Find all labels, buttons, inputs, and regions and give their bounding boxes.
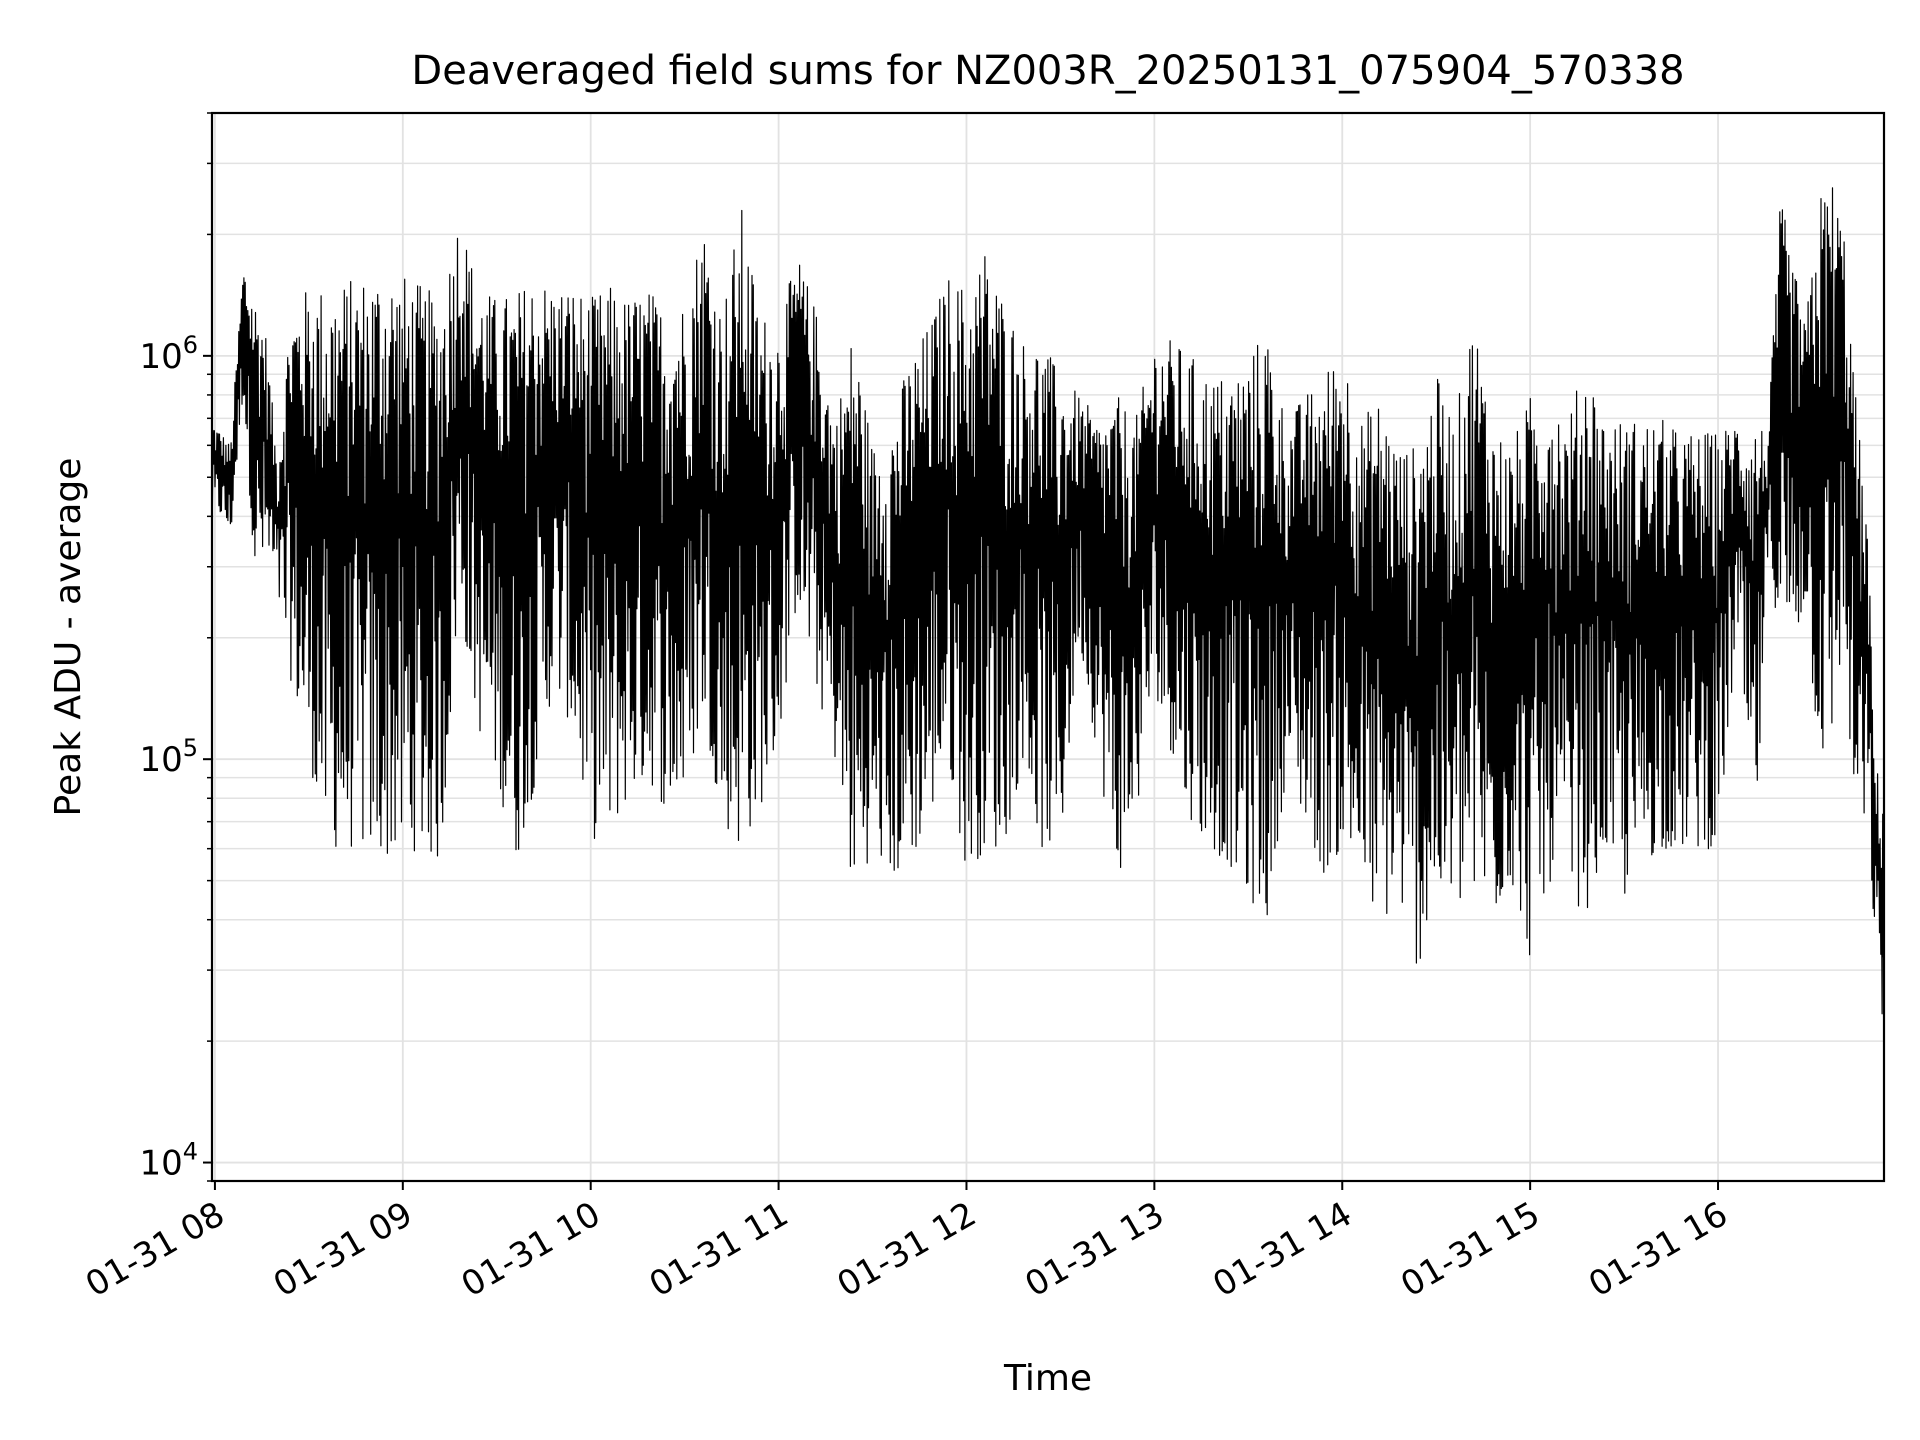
- y-tick-label: 106: [139, 331, 198, 377]
- y-tick-label: 105: [139, 734, 198, 780]
- x-axis-label: Time: [1003, 1358, 1092, 1399]
- plot-frame: [210, 111, 1886, 1183]
- y-tick-label: 104: [139, 1138, 198, 1184]
- y-axis-label: Peak ADU - average: [48, 458, 89, 817]
- series-line: [211, 187, 1885, 1015]
- chart-title: Deaveraged field sums for NZ003R_2025013…: [411, 48, 1684, 94]
- data-layer: [211, 187, 1885, 1015]
